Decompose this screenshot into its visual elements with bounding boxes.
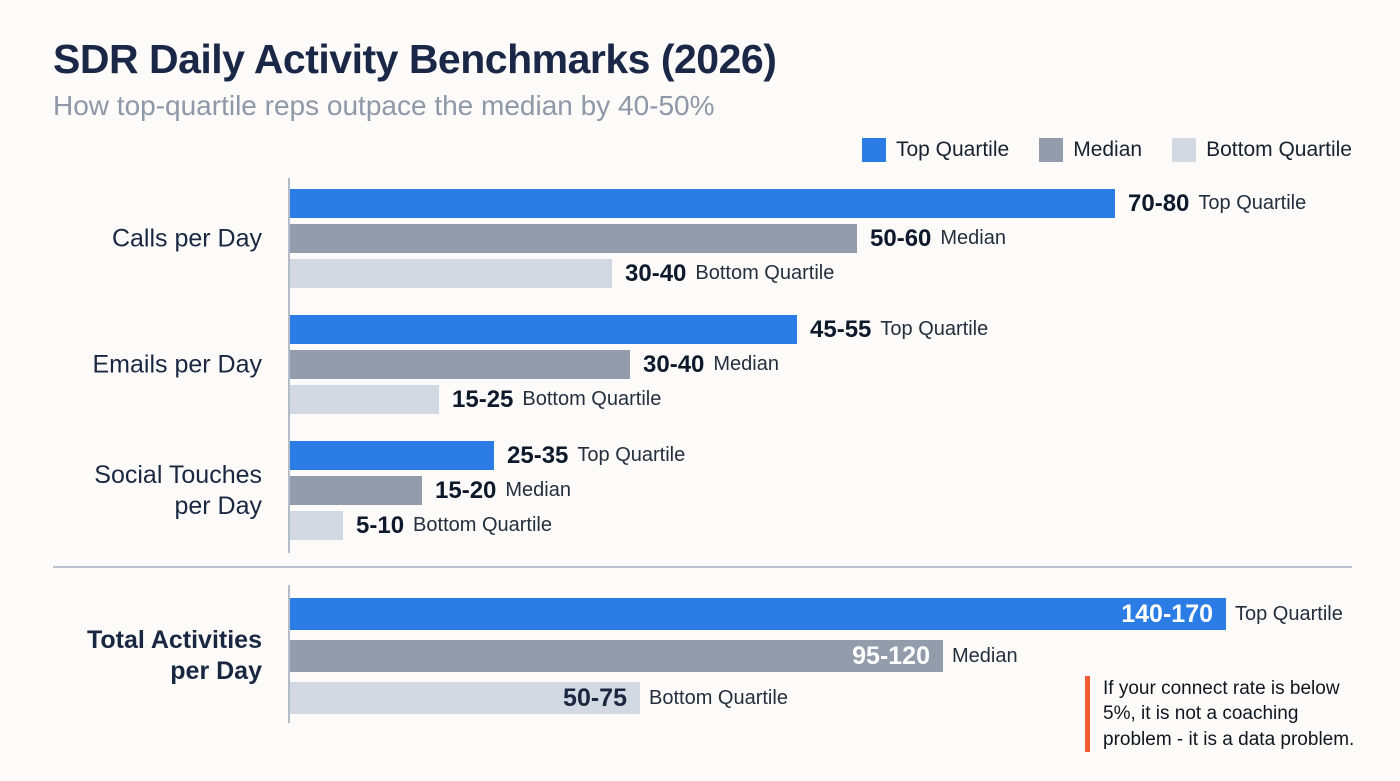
bar-bottom-quartile[interactable] <box>290 511 343 540</box>
category-label-social-touches-per-day: Social Touches per Day <box>40 460 262 523</box>
category-label-line: Calls per Day <box>111 224 262 253</box>
bar-row: 15-20 Median <box>290 476 571 505</box>
bar-median[interactable] <box>290 350 630 379</box>
bar-row: 45-55 Top Quartile <box>290 315 988 344</box>
bar-tier-label: Top Quartile <box>1235 602 1343 625</box>
bar-value-label: 50-60 <box>870 224 932 252</box>
bar-row: 70-80 Top Quartile <box>290 189 1306 218</box>
category-label-emails-per-day: Emails per Day <box>40 349 263 380</box>
bar-value-label: 30-40 <box>643 350 705 378</box>
bar-median[interactable]: 95-120 <box>290 640 943 672</box>
legend-label: Top Quartile <box>895 138 1010 161</box>
bar-median[interactable] <box>290 476 422 505</box>
bar-tier-label: Median <box>940 227 1006 249</box>
bar-value-label: 45-55 <box>810 315 872 343</box>
legend-swatch-icon <box>1039 138 1064 162</box>
legend-item-bottom-quartile[interactable]: Bottom Quartile <box>1172 138 1352 162</box>
callout-note: If your connect rate is below 5%, it is … <box>1085 676 1365 752</box>
bar-tier-label: Top Quartile <box>577 444 686 466</box>
category-label-line: Total Activities <box>86 625 262 654</box>
category-label-line: Emails per Day <box>92 350 263 379</box>
bar-row: 50-75 Bottom Quartile <box>290 682 788 714</box>
bar-top-quartile[interactable]: 140-170 <box>290 598 1226 630</box>
category-label-calls-per-day: Calls per Day <box>40 223 262 254</box>
bar-top-quartile[interactable] <box>290 441 494 470</box>
category-label-line: per Day <box>170 657 262 685</box>
legend-item-top-quartile[interactable]: Top Quartile <box>861 138 1010 162</box>
category-label-total-activities-per-day: Total Activities per Day <box>40 625 262 688</box>
bar-row: 30-40 Median <box>290 350 779 379</box>
axis-line-top-section <box>288 178 290 553</box>
bar-value-label: 5-10 <box>356 511 405 539</box>
bar-value-label: 15-20 <box>435 476 497 504</box>
bar-tier-label: Top Quartile <box>880 318 989 340</box>
bar-value-label: 25-35 <box>507 441 569 469</box>
bar-tier-label: Top Quartile <box>1198 192 1307 214</box>
category-label-line: Social Touches <box>94 460 262 489</box>
legend-item-median[interactable]: Median <box>1039 138 1142 162</box>
bar-tier-label: Bottom Quartile <box>695 262 835 284</box>
chart-subtitle: How top-quartile reps outpace the median… <box>53 90 715 121</box>
bar-row: 25-35 Top Quartile <box>290 441 685 470</box>
legend-label: Bottom Quartile <box>1206 138 1352 161</box>
category-label-line: per Day <box>174 492 262 520</box>
bar-row: 140-170 Top Quartile <box>290 598 1343 630</box>
bar-tier-label: Bottom Quartile <box>649 686 788 709</box>
callout-accent-bar <box>1085 676 1090 752</box>
bar-bottom-quartile[interactable] <box>290 385 439 414</box>
bar-bottom-quartile[interactable] <box>290 259 612 288</box>
callout-text: If your connect rate is below 5%, it is … <box>1103 678 1355 750</box>
bar-top-quartile[interactable] <box>290 189 1115 218</box>
bar-row: 95-120 Median <box>290 640 1018 672</box>
legend: Top Quartile Median Bottom Quartile <box>861 138 1352 162</box>
bar-tier-label: Median <box>952 644 1018 667</box>
chart-title: SDR Daily Activity Benchmarks (2026) <box>53 36 777 82</box>
bar-median[interactable] <box>290 224 857 253</box>
bar-value-label: 30-40 <box>625 259 687 287</box>
bar-tier-label: Bottom Quartile <box>522 388 662 410</box>
bar-row: 15-25 Bottom Quartile <box>290 385 661 414</box>
bar-value-label: 50-75 <box>563 683 627 712</box>
bar-row: 30-40 Bottom Quartile <box>290 259 834 288</box>
bar-tier-label: Median <box>713 353 779 375</box>
bar-value-label: 15-25 <box>452 385 514 413</box>
bar-top-quartile[interactable] <box>290 315 797 344</box>
legend-swatch-icon <box>1172 138 1197 162</box>
bar-tier-label: Bottom Quartile <box>413 514 552 536</box>
bar-row: 5-10 Bottom Quartile <box>290 511 552 540</box>
axis-line-bottom-section <box>288 585 290 723</box>
bar-value-label: 70-80 <box>1128 189 1190 217</box>
bar-value-label: 95-120 <box>852 641 930 670</box>
bar-row: 50-60 Median <box>290 224 1006 253</box>
section-divider <box>53 566 1352 568</box>
legend-label: Median <box>1073 138 1143 161</box>
legend-swatch-icon <box>861 138 886 162</box>
bar-value-label: 140-170 <box>1121 599 1213 628</box>
bar-bottom-quartile[interactable]: 50-75 <box>290 682 640 714</box>
bar-tier-label: Median <box>505 479 571 501</box>
